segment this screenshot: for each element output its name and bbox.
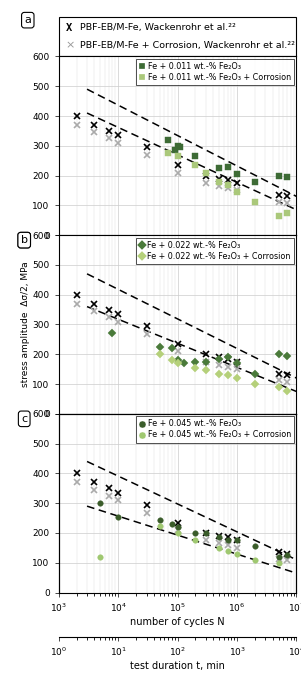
X-axis label: number of cycles ​N: number of cycles ​N xyxy=(130,616,225,627)
Text: c: c xyxy=(21,414,27,424)
Legend: Fe + 0.045 wt.-% Fe₂O₃, Fe + 0.045 wt.-% Fe₂O₃ + Corrosion: Fe + 0.045 wt.-% Fe₂O₃, Fe + 0.045 wt.-%… xyxy=(136,416,294,443)
Text: X: X xyxy=(66,23,72,33)
Text: PBF-EB/M-Fe, Wackenrohr et al.²²: PBF-EB/M-Fe, Wackenrohr et al.²² xyxy=(80,23,236,32)
Text: b: b xyxy=(21,235,28,245)
Text: ×: × xyxy=(66,41,75,51)
Legend: Fe + 0.011 wt.-% Fe₂O₃, Fe + 0.011 wt.-% Fe₂O₃ + Corrosion: Fe + 0.011 wt.-% Fe₂O₃, Fe + 0.011 wt.-%… xyxy=(136,59,294,86)
Y-axis label: stress amplitude  Δσ/2, MPa: stress amplitude Δσ/2, MPa xyxy=(21,262,29,387)
X-axis label: test duration ​t, min: test duration ​t, min xyxy=(130,661,225,671)
Text: b: b xyxy=(21,235,28,245)
Text: a: a xyxy=(24,15,31,25)
Text: PBF-EB/M-Fe + Corrosion, Wackenrohr et al.²²: PBF-EB/M-Fe + Corrosion, Wackenrohr et a… xyxy=(80,41,295,50)
Legend: Fe + 0.022 wt.-% Fe₂O₃, Fe + 0.022 wt.-% Fe₂O₃ + Corrosion: Fe + 0.022 wt.-% Fe₂O₃, Fe + 0.022 wt.-%… xyxy=(136,238,294,264)
